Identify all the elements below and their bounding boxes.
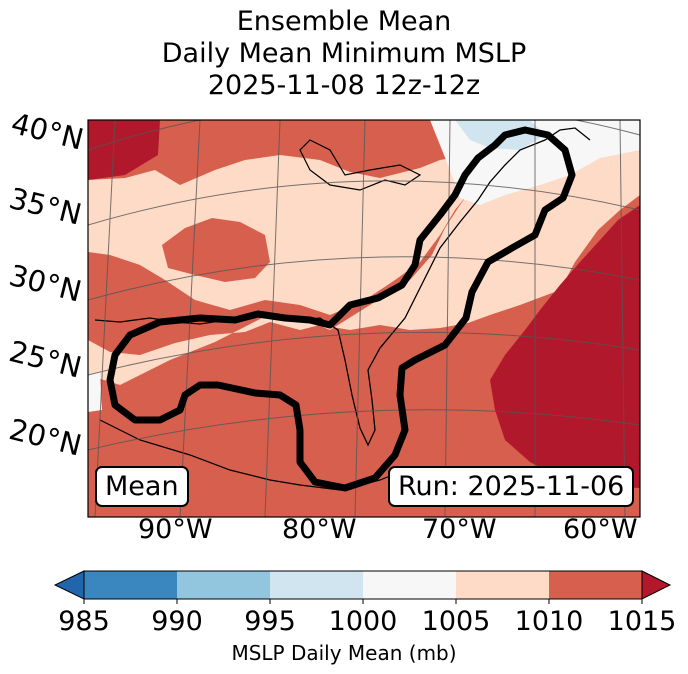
colorbar-bin-985-990	[84, 571, 177, 599]
ensemble-track-contour	[106, 126, 576, 492]
title-line-1: Ensemble Mean	[236, 6, 452, 37]
colorbar-extend-low	[53, 570, 85, 600]
field-1015-nw	[88, 120, 160, 180]
colorbar-tick-995: 995	[244, 606, 296, 637]
map-frame	[87, 119, 641, 518]
title-line-2: Daily Mean Minimum MSLP	[161, 38, 527, 69]
colorbar-tick-1000: 1000	[328, 606, 398, 637]
colorbar-tick-1005: 1005	[421, 606, 491, 637]
colorbar	[53, 570, 672, 604]
colorbar-bin-990-995	[177, 571, 270, 599]
colorbar-extend-high	[641, 570, 672, 600]
great-lakes	[299, 139, 422, 191]
colorbar-ticks	[83, 599, 643, 604]
colorbar-tick-990: 990	[151, 606, 203, 637]
run-label-box: Run: 2025-11-06	[388, 466, 635, 507]
colorbar-tick-1015: 1015	[607, 606, 677, 637]
mean-label-box: Mean	[95, 466, 189, 507]
field-1010-blob	[162, 218, 270, 282]
colorbar-label: MSLP Daily Mean (mb)	[231, 641, 457, 665]
field-1005-1010-inland	[88, 155, 475, 315]
colorbar-tick-1010: 1010	[514, 606, 584, 637]
lon-label-90w: 90°W	[138, 514, 213, 545]
colorbar-tick-985: 985	[58, 606, 110, 637]
colorbar-bin-1000-1005	[363, 571, 456, 599]
colorbar-bin-1005-1010	[456, 571, 549, 599]
colorbar-bin-995-1000	[270, 571, 363, 599]
colorbar-bin-1010-1015	[549, 571, 642, 599]
title-line-3: 2025-11-08 12z-12z	[207, 70, 481, 101]
pressure-field	[88, 120, 640, 517]
field-1015-atlantic	[490, 205, 640, 488]
field-1005-1010-coastal	[88, 145, 640, 385]
lon-label-60w: 60°W	[563, 514, 638, 545]
lon-label-70w: 70°W	[422, 514, 497, 545]
lon-label-80w: 80°W	[282, 514, 357, 545]
field-1000-1005-west	[88, 372, 102, 412]
